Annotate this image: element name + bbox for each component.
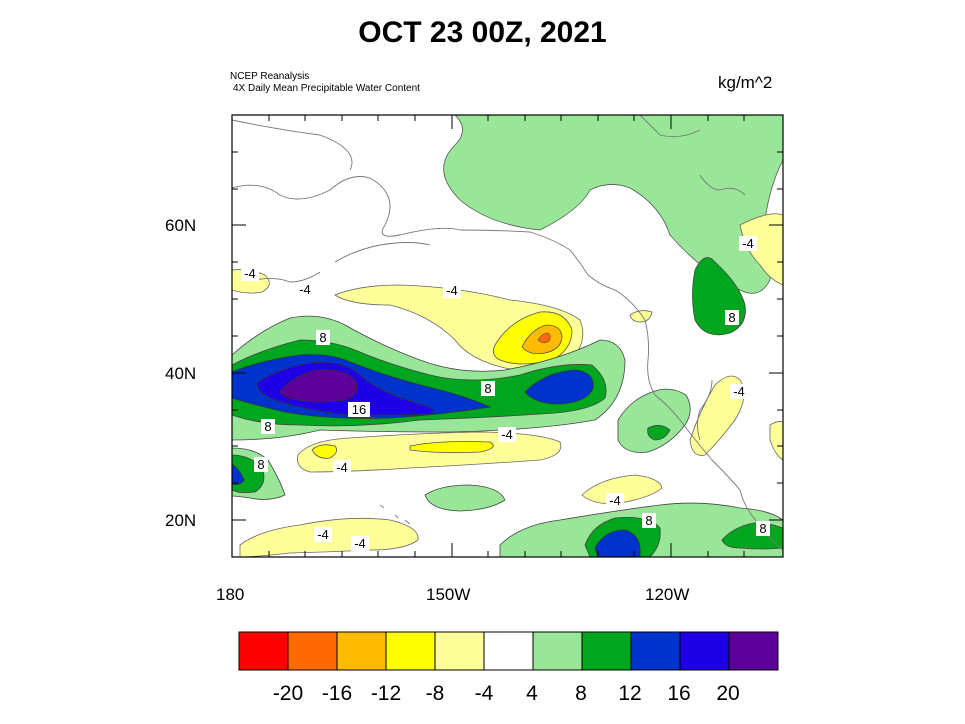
contour-label: -4 xyxy=(501,427,513,442)
contour-label: -4 xyxy=(317,527,329,542)
contour-label: -4 xyxy=(733,384,745,399)
units-label: kg/m^2 xyxy=(718,73,773,92)
contour-fill-20 xyxy=(279,369,358,403)
colorbar-swatch xyxy=(581,631,632,671)
colorbar-swatch xyxy=(679,631,730,671)
contour-label: -4 xyxy=(742,236,754,251)
colorbar-label: -12 xyxy=(370,682,402,705)
colorbar xyxy=(238,631,779,671)
contour-label: -4 xyxy=(244,266,256,281)
contour-fill-neg4 xyxy=(629,310,653,323)
colorbar-swatch xyxy=(483,631,534,671)
contour-fill-neg4 xyxy=(769,421,783,461)
contour-fill-neg16 xyxy=(537,332,551,344)
lon-label-120w: 120W xyxy=(645,585,690,604)
contour-fill-12 xyxy=(594,529,641,557)
colorbar-label: 4 xyxy=(526,682,538,705)
colorbar-swatch xyxy=(532,631,583,671)
colorbar-swatch xyxy=(728,631,779,671)
contour-fill-4 xyxy=(617,388,691,453)
contour-label: -4 xyxy=(609,493,621,508)
contour-label: 8 xyxy=(257,457,264,472)
colorbar-label: 12 xyxy=(618,682,642,705)
colorbar-label: -4 xyxy=(474,682,494,705)
colorbar-label: -20 xyxy=(272,682,304,705)
lon-label-150w: 150W xyxy=(426,585,471,604)
lat-label-20n: 20N xyxy=(165,511,197,530)
colorbar-label: 16 xyxy=(667,682,691,705)
contour-label: -4 xyxy=(299,282,311,297)
colorbar-swatch xyxy=(287,631,338,671)
coastlines xyxy=(232,115,783,551)
colorbar-swatch xyxy=(385,631,436,671)
contour-fill-neg8 xyxy=(311,444,338,459)
contour-label: 8 xyxy=(264,419,271,434)
contour-label: 8 xyxy=(728,310,735,325)
contour-label: 8 xyxy=(759,521,766,536)
contour-fill-4 xyxy=(424,484,506,512)
lon-label-180: 180 xyxy=(216,585,245,604)
contour-fill-12 xyxy=(524,369,594,405)
contour-label: 16 xyxy=(352,402,366,417)
source-label: NCEP Reanalysis xyxy=(230,71,310,82)
contour-label: 8 xyxy=(319,330,326,345)
contour-label: -4 xyxy=(446,283,458,298)
colorbar-label: -8 xyxy=(425,682,445,705)
colorbar-swatch xyxy=(336,631,387,671)
contour-fill-8 xyxy=(647,425,671,441)
contour-label: 8 xyxy=(484,381,491,396)
contour-fill-neg8 xyxy=(409,441,494,454)
contour-label: -4 xyxy=(354,536,366,551)
colorbar-swatch xyxy=(630,631,681,671)
contour-label: 8 xyxy=(645,513,652,528)
contour-label: -4 xyxy=(336,460,348,475)
colorbar-label: -16 xyxy=(321,682,353,705)
colorbar-swatch xyxy=(434,631,485,671)
contour-field xyxy=(232,115,783,557)
lat-label-40n: 40N xyxy=(165,364,197,383)
contour-labels: -4 -4 -4 -4 8 8 8 16 8 -4 -4 -4 8 -4 8 8… xyxy=(241,236,770,551)
contour-fill-12 xyxy=(232,463,245,485)
map-title: OCT 23 00Z, 2021 xyxy=(358,16,607,49)
colorbar-swatch xyxy=(238,631,289,671)
colorbar-label: 8 xyxy=(575,682,587,705)
variable-label: 4X Daily Mean Precipitable Water Content xyxy=(233,83,420,94)
lat-label-60n: 60N xyxy=(165,216,197,235)
colorbar-label: 20 xyxy=(716,682,740,705)
axis-ticks xyxy=(231,115,783,557)
